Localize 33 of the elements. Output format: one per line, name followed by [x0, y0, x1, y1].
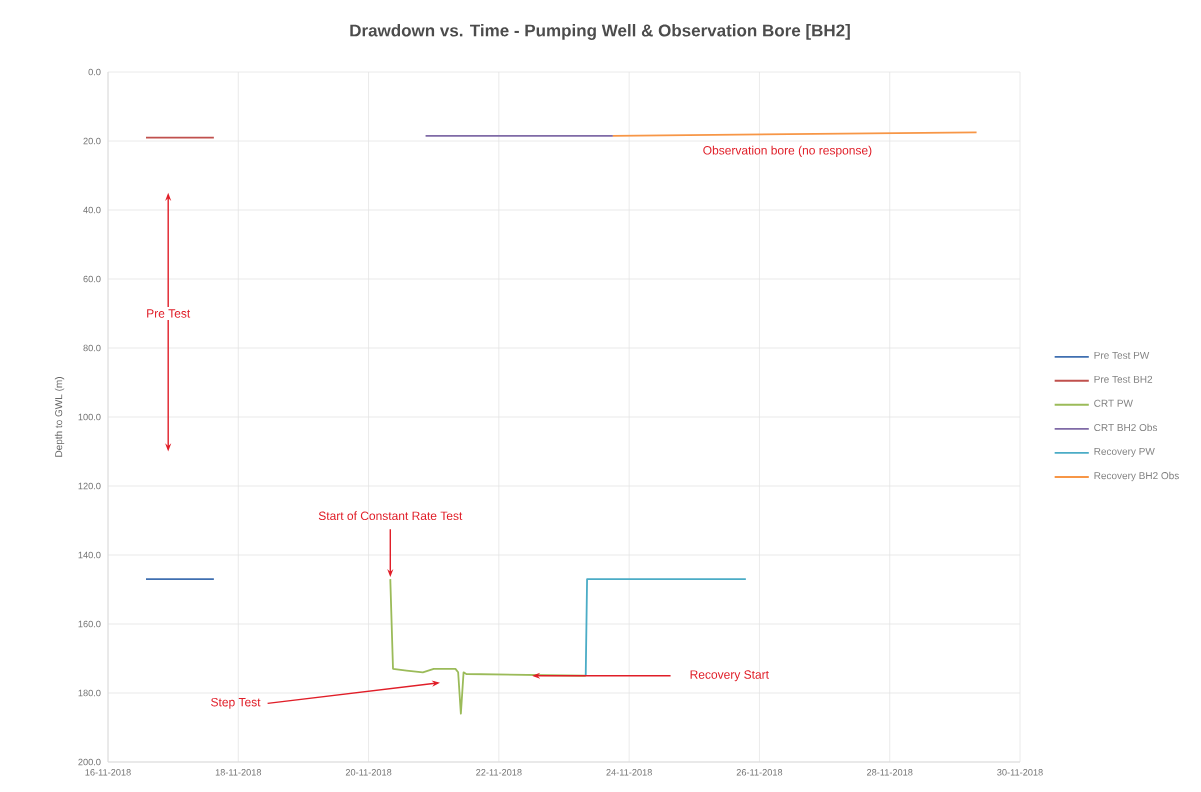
y-tick-label: 0.0 — [88, 68, 101, 76]
legend-label: Recovery BH2 Obs — [1094, 471, 1179, 482]
line-series — [389, 578, 587, 715]
x-tick-label: 30-11-2018 — [997, 769, 1043, 776]
y-tick-label: 20.0 — [83, 137, 101, 145]
annotation: Recovery Start — [690, 670, 769, 682]
y-tick-label: 140.0 — [78, 551, 101, 559]
y-tick-label: 200.0 — [78, 758, 101, 766]
x-tick-label: 26-11-2018 — [736, 769, 783, 776]
x-tick-label: 22-11-2018 — [476, 769, 522, 776]
x-tick-label: 20-11-2018 — [345, 769, 392, 776]
y-tick-label: 120.0 — [78, 482, 101, 490]
x-tick-label: 16-11-2018 — [85, 769, 131, 776]
y-tick-label: 160.0 — [78, 620, 101, 628]
y-tick-label: 40.0 — [83, 206, 101, 214]
y-tick-label: 60.0 — [83, 275, 101, 283]
annotation: Observation bore (no response) — [703, 145, 872, 157]
legend-label: Pre Test PW — [1094, 351, 1150, 359]
annotation: Pre Test — [147, 309, 191, 318]
legend-label: Recovery PW — [1094, 447, 1155, 457]
chart-title: Drawdown vs. Time - Pumping Well & Observation Bore [BH2] — [350, 24, 850, 40]
y-axis-title: Depth to GWL (m) — [54, 377, 65, 457]
y-tick-label: 80.0 — [83, 344, 101, 352]
legend-label: Pre Test BH2 — [1094, 375, 1153, 383]
x-tick-label: 24-11-2018 — [606, 769, 652, 776]
legend-label: CRT BH2 Obs — [1094, 423, 1158, 432]
y-tick-label: 180.0 — [78, 689, 101, 697]
x-tick-label: 18-11-2018 — [215, 769, 262, 776]
annotation: Step Test — [211, 697, 261, 709]
legend-label: CRT PW — [1094, 399, 1133, 407]
y-tick-label: 100.0 — [78, 413, 101, 421]
annotation: Start of Constant Rate Test — [318, 511, 463, 521]
x-tick-label: 28-11-2018 — [867, 769, 913, 776]
